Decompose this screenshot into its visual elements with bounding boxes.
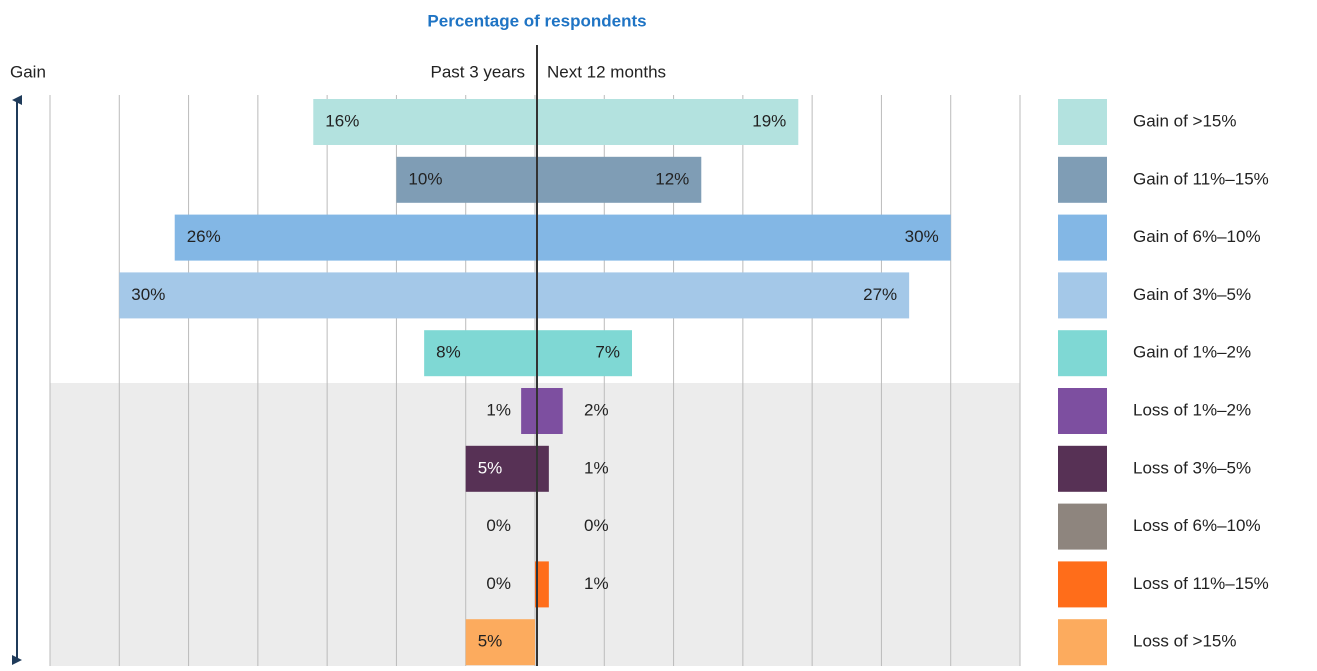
legend-label: Loss of 6%–10% [1133, 516, 1261, 535]
value-label: 16% [325, 111, 359, 130]
bar [521, 388, 535, 434]
legend-swatch [1058, 272, 1107, 319]
bar [396, 156, 535, 203]
value-label: 26% [187, 227, 221, 246]
bar [535, 330, 632, 377]
bar [535, 388, 563, 434]
bar [535, 156, 702, 203]
legend-label: Loss of 1%–2% [1133, 400, 1251, 419]
bar [535, 561, 549, 608]
value-label: 0% [486, 516, 511, 535]
value-label: 1% [584, 458, 609, 477]
legend-swatch [1058, 388, 1107, 434]
legend-label: Loss of 3%–5% [1133, 458, 1251, 477]
series-label: Next 12 months [547, 62, 666, 81]
value-label: 30% [905, 227, 939, 246]
value-label: 30% [131, 285, 165, 304]
value-label: 8% [436, 343, 461, 362]
value-label: 27% [863, 285, 897, 304]
legend-label: Gain of >15% [1133, 111, 1237, 130]
bar [313, 99, 535, 145]
legend-swatch [1058, 503, 1107, 550]
bar [465, 445, 535, 492]
legend-swatch [1058, 156, 1107, 203]
axis-label: Gain [10, 62, 46, 81]
legend-swatch [1058, 561, 1107, 608]
bar [465, 619, 535, 666]
value-label: 1% [486, 400, 511, 419]
legend-label: Loss of >15% [1133, 632, 1237, 651]
bar [535, 214, 951, 261]
legend-swatch [1058, 619, 1107, 666]
legend-swatch [1058, 330, 1107, 377]
bar [535, 272, 910, 319]
value-label: 0% [486, 574, 511, 593]
value-label: 1% [584, 574, 609, 593]
legend-swatch [1058, 99, 1107, 145]
series-label: Past 3 years [431, 62, 526, 81]
legend-label: Gain of 11%–15% [1133, 169, 1269, 188]
legend-label: Loss of 11%–15% [1133, 574, 1269, 593]
chart-title: Percentage of respondents [427, 11, 646, 30]
value-label: 5% [478, 632, 503, 651]
legend-swatch [1058, 214, 1107, 261]
value-label: 10% [408, 169, 442, 188]
value-label: 7% [595, 343, 620, 362]
legend-label: Gain of 3%–5% [1133, 285, 1251, 304]
value-label: 19% [752, 111, 786, 130]
legend-label: Gain of 6%–10% [1133, 227, 1261, 246]
value-label: 12% [655, 169, 689, 188]
bar [424, 330, 535, 377]
bar [119, 272, 536, 319]
legend-label: Gain of 1%–2% [1133, 343, 1251, 362]
legend-swatch [1058, 445, 1107, 492]
bar [535, 99, 799, 145]
value-label: 2% [584, 400, 609, 419]
value-label: 5% [478, 458, 503, 477]
value-label: 0% [584, 516, 609, 535]
bar [174, 214, 535, 261]
bar [535, 445, 549, 492]
